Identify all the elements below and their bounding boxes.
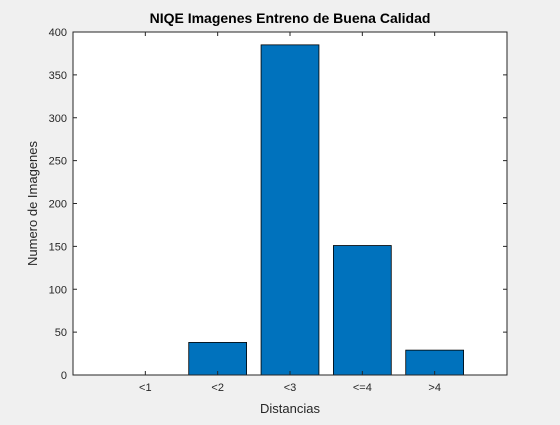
x-tick-label: <3 [284,382,297,394]
y-tick-label: 350 [49,70,67,82]
y-tick-label: 300 [49,113,67,125]
y-tick-label: 50 [55,327,67,339]
chart-title: NIQE Imagenes Entreno de Buena Calidad [150,10,431,26]
y-axis-label: Numero de Imagenes [25,140,40,266]
y-tick-label: 400 [49,27,67,39]
y-tick-label: 0 [61,370,67,382]
y-tick-label: 100 [49,284,67,296]
y-tick-label: 150 [49,241,67,253]
y-tick-label: 250 [49,156,67,168]
bars-group [188,44,465,376]
bar-4 [332,245,392,376]
x-axis-ticks: <1 <2 <3 <=4 >4 [139,32,441,394]
x-axis-label: Distancias [260,401,320,416]
bar-3 [260,44,320,376]
x-tick-label: <2 [211,382,224,394]
y-tick-label: 200 [49,199,67,211]
x-tick-label: <=4 [353,382,372,394]
x-tick-label: <1 [139,382,152,394]
x-tick-label: >4 [428,382,441,394]
bar-2 [188,342,247,376]
y-axis-ticks: 0 50 100 150 200 250 300 350 400 [49,27,507,382]
